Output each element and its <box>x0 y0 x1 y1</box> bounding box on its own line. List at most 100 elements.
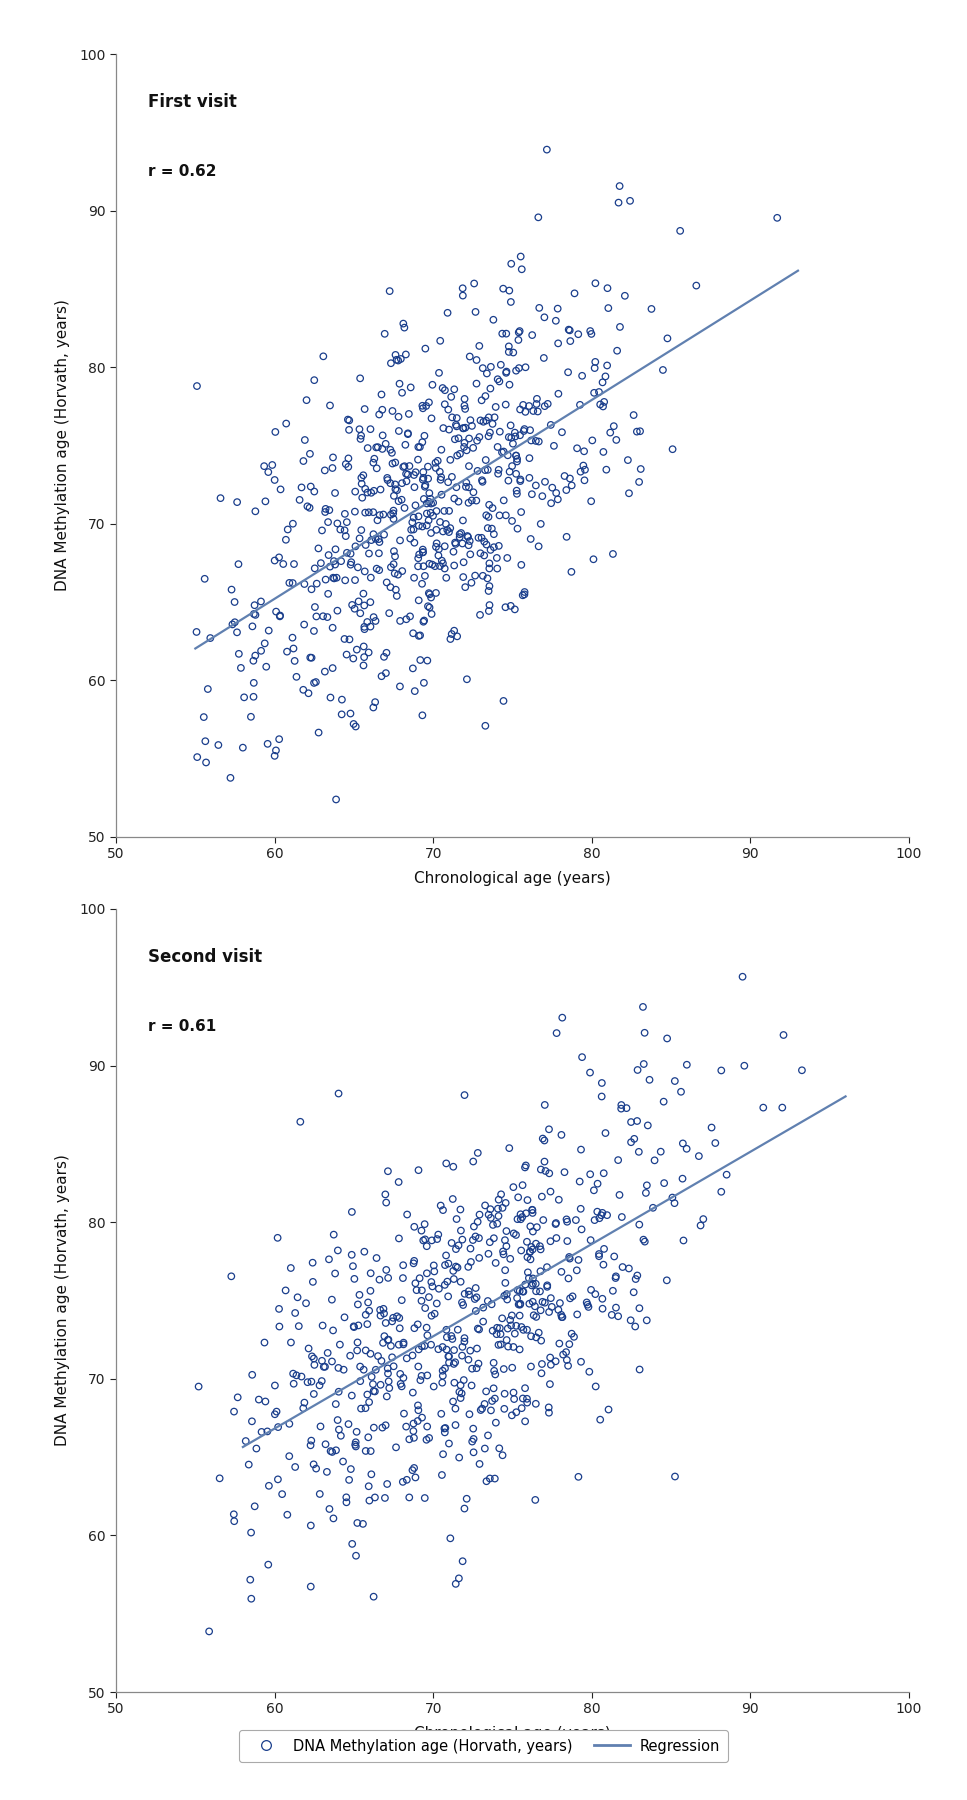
Point <box>398 459 414 488</box>
Point <box>342 1341 358 1370</box>
Point <box>483 536 498 565</box>
Point <box>362 1487 377 1516</box>
Point <box>513 466 528 495</box>
Point <box>415 394 430 423</box>
Point <box>334 547 349 576</box>
Point <box>286 634 302 662</box>
Point <box>462 527 478 556</box>
Point <box>448 1411 463 1440</box>
Point <box>287 646 303 675</box>
Point <box>309 569 325 598</box>
Point <box>770 203 785 232</box>
Point <box>389 581 404 610</box>
Point <box>472 423 487 452</box>
Point <box>499 1285 514 1314</box>
Point <box>349 1417 365 1445</box>
Point <box>283 1328 299 1357</box>
Point <box>467 1285 483 1314</box>
Point <box>450 1253 465 1282</box>
Point <box>447 374 462 403</box>
Point <box>675 1129 690 1157</box>
Point <box>327 563 342 592</box>
Point <box>481 576 496 605</box>
Point <box>496 1395 512 1424</box>
Point <box>667 1188 683 1217</box>
Point <box>525 1287 541 1316</box>
Point <box>630 1262 645 1291</box>
Point <box>493 1181 509 1210</box>
Point <box>317 497 333 526</box>
Point <box>542 1177 558 1206</box>
Point <box>447 425 462 454</box>
Point <box>608 1292 624 1321</box>
Point <box>367 688 383 716</box>
Point <box>469 1354 484 1382</box>
Point <box>675 1165 690 1193</box>
Point <box>379 464 395 493</box>
Point <box>483 374 498 403</box>
Point <box>509 441 524 470</box>
Point <box>411 1352 426 1381</box>
Point <box>416 1226 431 1255</box>
Point <box>344 1197 360 1226</box>
Point <box>424 490 439 518</box>
Point <box>775 1093 790 1121</box>
Point <box>307 1345 322 1373</box>
Point <box>329 563 344 592</box>
Point <box>512 1276 527 1305</box>
Point <box>446 538 461 567</box>
Point <box>257 1388 273 1417</box>
Point <box>314 517 330 545</box>
Point <box>544 1292 560 1321</box>
Point <box>473 538 488 567</box>
Point <box>550 293 566 322</box>
Point <box>461 1280 477 1309</box>
Point <box>459 664 475 693</box>
Point <box>659 1265 675 1294</box>
Point <box>325 614 340 643</box>
Point <box>489 1314 505 1343</box>
Point <box>484 1386 500 1415</box>
Point <box>197 727 213 756</box>
Point <box>222 763 238 792</box>
Point <box>303 1512 318 1541</box>
Point <box>448 1348 463 1377</box>
Point <box>456 385 472 414</box>
Point <box>223 576 239 605</box>
Point <box>441 1429 456 1458</box>
Point <box>315 601 331 630</box>
Point <box>368 1244 384 1273</box>
Point <box>374 434 390 463</box>
Point <box>461 473 477 502</box>
Point <box>462 405 478 434</box>
Point <box>331 1377 346 1406</box>
Point <box>569 1206 584 1235</box>
Point <box>479 1377 494 1406</box>
Point <box>510 445 525 473</box>
Point <box>429 1224 445 1253</box>
Point <box>522 1238 538 1267</box>
Point <box>405 1456 421 1485</box>
Point <box>356 461 371 490</box>
Point <box>474 385 489 414</box>
Point <box>604 1300 620 1328</box>
Point <box>533 1156 548 1184</box>
Point <box>375 421 391 450</box>
Point <box>542 1343 558 1372</box>
Point <box>755 1093 771 1121</box>
Point <box>451 1231 466 1260</box>
Point <box>528 1390 543 1418</box>
Point <box>440 515 455 544</box>
Point <box>534 1327 549 1355</box>
Point <box>470 1208 485 1237</box>
Point <box>478 455 493 484</box>
Point <box>497 1226 513 1255</box>
Point <box>360 1310 375 1339</box>
Point <box>479 500 494 529</box>
Point <box>587 1206 602 1235</box>
Point <box>496 1240 512 1269</box>
Point <box>528 1485 543 1514</box>
Point <box>427 448 443 477</box>
Point <box>567 279 582 308</box>
Point <box>336 1447 351 1476</box>
